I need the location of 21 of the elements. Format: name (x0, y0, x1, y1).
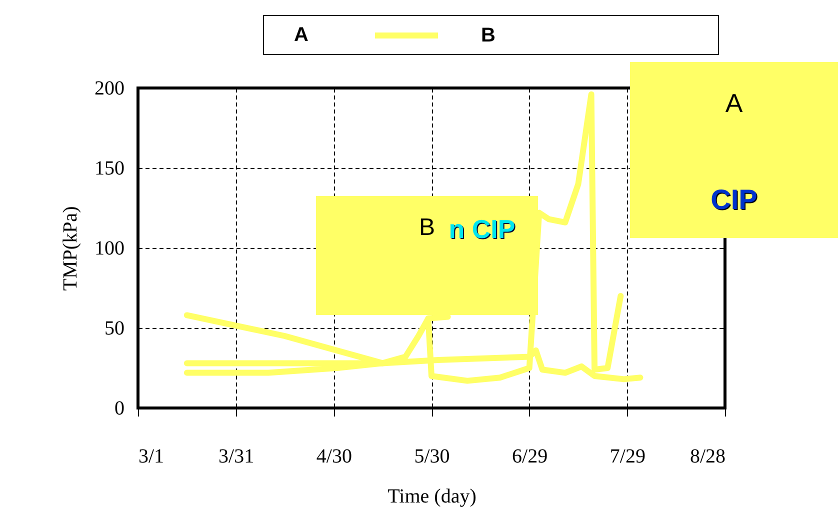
note-box: A CIP (630, 62, 838, 238)
annotation: B (418, 214, 435, 241)
y-tick-label: 50 (104, 318, 124, 340)
x-tick-label: 3/31 (218, 446, 254, 468)
y-tick-label: 100 (94, 238, 124, 260)
x-tick-label: 3/1 (138, 446, 164, 468)
x-axis-title: Time (day) (388, 486, 476, 508)
y-axis-title: TMP(kPa) (60, 206, 82, 291)
annotation: CIP (710, 184, 758, 216)
x-tick-label: 4/30 (316, 446, 352, 468)
x-tick-label: 8/28 (690, 446, 726, 468)
x-tick-label: 7/29 (610, 446, 646, 468)
x-tick-label: 6/29 (512, 446, 548, 468)
annotation: A (724, 88, 744, 119)
y-tick-label: 150 (94, 158, 124, 180)
legend-label: B (481, 24, 496, 46)
y-tick-label: 0 (114, 398, 124, 420)
x-tick-label: 5/30 (414, 446, 450, 468)
annotation: n CIP (448, 214, 516, 244)
note-box: B n CIP (316, 196, 538, 315)
y-tick-label: 200 (94, 78, 124, 100)
